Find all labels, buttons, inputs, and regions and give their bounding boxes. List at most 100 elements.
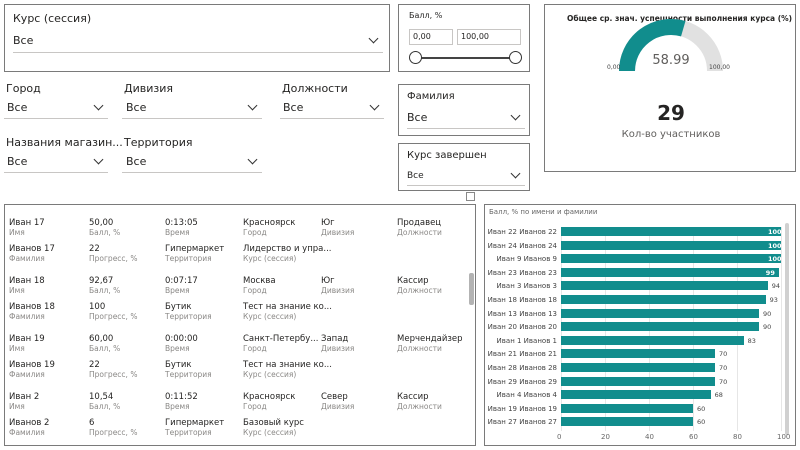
bar-value-label: 68 bbox=[714, 391, 723, 400]
table-cell-caption: Должности bbox=[397, 286, 442, 295]
table-cell: Иванов 19 bbox=[9, 360, 55, 370]
surname-dropdown[interactable]: Все bbox=[407, 107, 525, 129]
table-cell: Иванов 2 bbox=[9, 418, 50, 428]
category-label: Иван 29 Иванов 29 bbox=[487, 377, 557, 386]
table-scrollbar[interactable] bbox=[469, 273, 474, 305]
category-label: Иван 9 Иванов 9 bbox=[496, 255, 557, 264]
bar[interactable] bbox=[561, 240, 781, 250]
bar[interactable] bbox=[561, 295, 766, 304]
territory-label: Территория bbox=[124, 136, 193, 149]
course-session-value: Все bbox=[13, 34, 34, 47]
surname-filter: Фамилия Все bbox=[398, 84, 530, 136]
x-tick-label: 0 bbox=[557, 433, 562, 441]
table-cell: Юг bbox=[321, 276, 335, 286]
chevron-down-icon bbox=[93, 154, 104, 165]
table-cell: Тест на знание ко... bbox=[243, 360, 332, 370]
positions-dropdown[interactable]: Все bbox=[280, 97, 384, 119]
table-cell: 60,00 bbox=[89, 334, 114, 344]
score-min-value: 0,00 bbox=[413, 32, 431, 41]
surname-label: Фамилия bbox=[407, 91, 455, 102]
course-session-label: Курс (сессия) bbox=[13, 12, 92, 25]
table-cell-caption: Фамилия bbox=[9, 370, 45, 379]
table-cell-caption: Территория bbox=[165, 428, 212, 437]
slider-track[interactable] bbox=[415, 57, 515, 59]
category-label: Иван 27 Иванов 27 bbox=[487, 418, 557, 427]
bar[interactable] bbox=[561, 308, 759, 318]
store-names-label: Названия магазин... bbox=[6, 136, 123, 149]
chart-scrollbar[interactable] bbox=[785, 223, 789, 435]
table-cell: Иван 18 bbox=[9, 276, 45, 286]
bar[interactable] bbox=[561, 267, 779, 277]
table-cell: Гипермаркет bbox=[165, 244, 225, 254]
bar-value-label: 70 bbox=[719, 364, 728, 372]
table-cell: Тест на знание ко... bbox=[243, 302, 332, 312]
chevron-down-icon bbox=[368, 33, 379, 44]
bar[interactable] bbox=[561, 335, 744, 345]
score-slider-label: Балл, % bbox=[409, 11, 443, 20]
course-completed-dropdown[interactable]: Все bbox=[407, 166, 525, 186]
slider-min-handle[interactable] bbox=[409, 51, 422, 64]
bar[interactable] bbox=[561, 390, 711, 400]
gauge-kpi-card: Общее ср. знач. успешности выполнения ку… bbox=[544, 4, 796, 172]
score-slider-panel: Балл, % 0,00 100,00 bbox=[398, 4, 530, 72]
table-cell: Иван 2 bbox=[9, 392, 40, 402]
table-cell-caption: Территория bbox=[165, 370, 212, 379]
positions-value: Все bbox=[283, 101, 304, 114]
table-cell: 50,00 bbox=[89, 218, 114, 228]
course-completed-label: Курс завершен bbox=[407, 150, 487, 161]
score-min-input[interactable]: 0,00 bbox=[409, 29, 453, 45]
table-cell: 6 bbox=[89, 418, 95, 428]
bar[interactable] bbox=[561, 254, 781, 264]
bar[interactable] bbox=[561, 403, 693, 413]
bar-value-label: 90 bbox=[763, 309, 772, 318]
category-label: Иван 3 Иванов 3 bbox=[496, 282, 557, 291]
chevron-down-icon bbox=[510, 110, 521, 121]
course-completed-value: Все bbox=[407, 170, 424, 181]
division-dropdown[interactable]: Все bbox=[122, 97, 262, 119]
bar-value-label: 100 bbox=[768, 255, 782, 264]
table-cell: 0:07:17 bbox=[165, 276, 198, 286]
table-cell-caption: Время bbox=[165, 344, 190, 353]
table-cell-caption: Дивизия bbox=[321, 228, 355, 237]
x-tick-label: 40 bbox=[645, 433, 654, 441]
bar-chart-panel: Балл, % по имени и фамилии 0 20 40 60 80 100 И… bbox=[484, 204, 796, 446]
bar[interactable] bbox=[561, 281, 768, 291]
bar[interactable] bbox=[561, 322, 759, 332]
table-cell-caption: Город bbox=[243, 228, 267, 237]
table-cell: Красноярск bbox=[243, 392, 296, 402]
gauge-value: 58.99 bbox=[652, 53, 690, 68]
x-tick-label: 80 bbox=[733, 433, 742, 441]
table-cell: 10,54 bbox=[89, 392, 114, 402]
table-cell-caption: Город bbox=[243, 344, 267, 353]
slider-max-handle[interactable] bbox=[509, 51, 522, 64]
table-cell: Москва bbox=[243, 276, 276, 286]
records-table: Иван 17 Имя 50,00 Балл, % 0:13:05 Время Красно… bbox=[4, 204, 476, 446]
score-max-input[interactable]: 100,00 bbox=[457, 29, 521, 45]
table-cell-caption: Прогресс, % bbox=[89, 428, 138, 437]
table-cell: Лидерство и упра... bbox=[243, 244, 332, 254]
table-cell-caption: Балл, % bbox=[89, 402, 121, 411]
bar[interactable] bbox=[561, 363, 715, 372]
table-cell-caption: Время bbox=[165, 402, 190, 411]
table-cell: Иван 17 bbox=[9, 218, 45, 228]
course-session-dropdown[interactable]: Все bbox=[13, 29, 383, 53]
chevron-down-icon bbox=[247, 100, 258, 111]
category-label: Иван 24 Иванов 24 bbox=[487, 241, 557, 250]
table-cell-caption: Балл, % bbox=[89, 286, 121, 295]
gauge-min: 0,00 bbox=[607, 64, 621, 71]
city-dropdown[interactable]: Все bbox=[4, 97, 108, 119]
table-cell: Продавец bbox=[397, 218, 442, 228]
store-names-dropdown[interactable]: Все bbox=[4, 151, 108, 173]
table-cell-caption: Имя bbox=[9, 402, 25, 411]
table-cell: Кассир bbox=[397, 392, 429, 402]
table-cell: 92,67 bbox=[89, 276, 114, 286]
table-cell: Бутик bbox=[165, 360, 192, 370]
territory-dropdown[interactable]: Все bbox=[122, 151, 262, 173]
category-label: Иван 13 Иванов 13 bbox=[487, 309, 557, 318]
bar[interactable] bbox=[561, 227, 781, 236]
bar-value-label: 60 bbox=[697, 418, 706, 427]
bar[interactable] bbox=[561, 349, 715, 359]
bar[interactable] bbox=[561, 417, 693, 427]
expand-icon[interactable] bbox=[466, 192, 475, 201]
bar[interactable] bbox=[561, 376, 715, 386]
